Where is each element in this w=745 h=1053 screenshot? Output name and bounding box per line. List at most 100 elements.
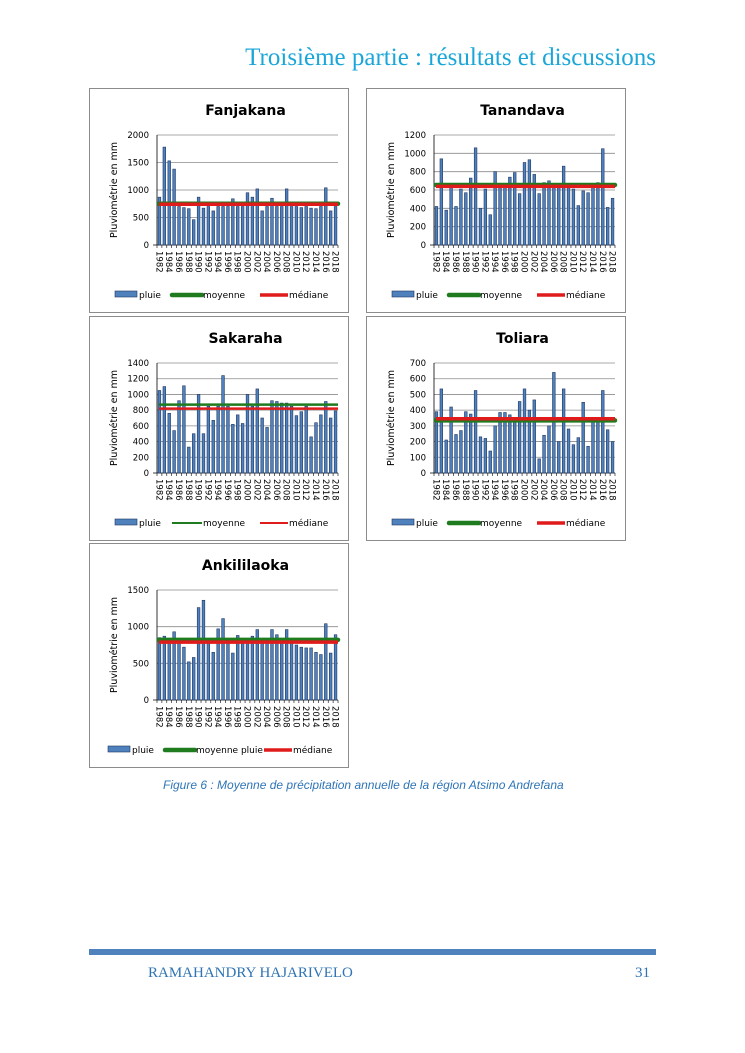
bar-pluie xyxy=(464,192,468,246)
bar-pluie xyxy=(606,207,610,246)
bar-pluie xyxy=(566,428,571,474)
bar-pluie xyxy=(172,168,176,246)
bar-pluie xyxy=(260,210,264,246)
bar-pluie xyxy=(309,647,313,701)
bar-pluie xyxy=(280,402,284,474)
legend-label-pluie: pluie xyxy=(416,519,438,529)
bar-pluie xyxy=(591,419,595,474)
x-tick-label: 1998 xyxy=(232,706,242,728)
y-tick-label: 2000 xyxy=(127,131,149,141)
y-tick-label: 600 xyxy=(133,422,149,432)
bar-pluie xyxy=(265,206,269,246)
chart-tanandava: Tanandava Pluviométrie en mm 0 200 400 600 800… xyxy=(366,88,626,313)
y-tick-label: 1400 xyxy=(127,359,149,369)
legend-label-median: médiane xyxy=(566,518,606,529)
bar-pluie xyxy=(454,206,458,246)
bar-pluie xyxy=(216,206,220,246)
bar-pluie xyxy=(304,647,308,701)
bar-pluie xyxy=(187,208,191,246)
bar-pluie xyxy=(508,414,512,474)
x-tick-label: 2010 xyxy=(290,706,300,728)
x-tick-label: 1990 xyxy=(193,706,203,728)
bar-pluie xyxy=(488,214,492,246)
bar-pluie xyxy=(299,411,303,474)
y-axis-label: Pluviométrie en mm xyxy=(386,142,397,238)
bar-pluie xyxy=(221,206,225,246)
y-tick-label: 800 xyxy=(410,168,426,178)
bar-pluie xyxy=(162,146,166,246)
bar-pluie xyxy=(280,641,284,701)
bar-pluie xyxy=(289,405,294,474)
bar-pluie xyxy=(270,400,274,474)
bar-pluie xyxy=(236,414,240,474)
x-tick-label: 1984 xyxy=(440,479,450,501)
x-tick-label: 1986 xyxy=(173,251,183,273)
bar-pluie xyxy=(319,206,323,246)
bar-pluie xyxy=(196,607,201,701)
x-tick-label: 1998 xyxy=(509,251,519,273)
x-tick-label: 1994 xyxy=(212,251,222,273)
bar-pluie xyxy=(240,641,245,701)
bar-pluie xyxy=(324,623,328,701)
x-tick-label: 1996 xyxy=(499,251,509,273)
bar-pluie xyxy=(177,400,181,474)
x-tick-label: 2016 xyxy=(320,251,330,273)
y-tick-label: 200 xyxy=(410,223,426,233)
y-axis-label: Pluviométrie en mm xyxy=(109,597,120,693)
x-tick-label: 2010 xyxy=(567,479,577,501)
y-tick-label: 600 xyxy=(410,375,426,385)
bar-pluie xyxy=(498,412,502,474)
x-tick-label: 1988 xyxy=(460,251,470,273)
x-tick-label: 1992 xyxy=(479,251,489,273)
x-tick-label: 1988 xyxy=(183,706,193,728)
bar-pluie xyxy=(162,635,166,701)
bar-pluie xyxy=(231,423,235,474)
bar-pluie xyxy=(469,413,473,474)
bar-pluie xyxy=(245,641,250,701)
bar-pluie xyxy=(299,646,303,701)
x-tick-label: 2000 xyxy=(242,251,252,273)
bar-pluie xyxy=(324,401,328,474)
bar-pluie xyxy=(532,399,536,474)
legend-swatch-pluie xyxy=(114,290,138,298)
bar-pluie xyxy=(459,430,463,474)
bar-pluie xyxy=(216,405,220,474)
x-tick-label: 2002 xyxy=(251,251,261,273)
bar-pluie xyxy=(231,198,235,246)
x-tick-label: 2004 xyxy=(261,479,271,501)
x-tick-label: 1984 xyxy=(163,706,173,728)
figure-caption: Figure 6 : Moyenne de précipitation annu… xyxy=(163,778,564,792)
y-tick-label: 400 xyxy=(133,438,149,448)
chart-title: Tanandava xyxy=(480,103,565,119)
legend-swatch-pluie xyxy=(391,290,415,298)
x-tick-label: 2016 xyxy=(597,251,607,273)
bar-pluie xyxy=(211,210,215,246)
x-tick-label: 2006 xyxy=(271,251,281,273)
bar-pluie xyxy=(260,641,264,701)
bar-pluie xyxy=(187,661,191,701)
bar-pluie xyxy=(522,388,527,474)
x-tick-label: 2010 xyxy=(567,251,577,273)
bar-pluie xyxy=(329,652,333,701)
bar-pluie xyxy=(255,388,259,474)
bar-pluie xyxy=(270,629,274,701)
bar-pluie xyxy=(444,209,448,246)
bar-pluie xyxy=(537,458,541,474)
bar-pluie xyxy=(329,417,333,474)
x-tick-label: 2012 xyxy=(577,251,587,273)
x-tick-label: 2016 xyxy=(320,706,330,728)
x-tick-label: 2018 xyxy=(330,479,340,501)
x-tick-label: 2014 xyxy=(310,251,320,273)
chart-sakaraha: Sakaraha Pluviométrie en mm 0 200 400 600 800 1… xyxy=(89,316,349,541)
x-tick-label: 2016 xyxy=(597,479,607,501)
y-tick-label: 600 xyxy=(410,186,426,196)
bar-pluie xyxy=(177,641,181,701)
legend-label-pluie: pluie xyxy=(132,746,154,756)
bar-pluie xyxy=(206,641,211,701)
legend-label-mean: moyenne xyxy=(480,519,523,529)
bar-pluie xyxy=(201,599,206,701)
bar-pluie xyxy=(260,417,264,474)
bar-pluie xyxy=(547,180,551,246)
x-tick-label: 1984 xyxy=(163,251,173,273)
y-tick-label: 300 xyxy=(410,422,426,432)
